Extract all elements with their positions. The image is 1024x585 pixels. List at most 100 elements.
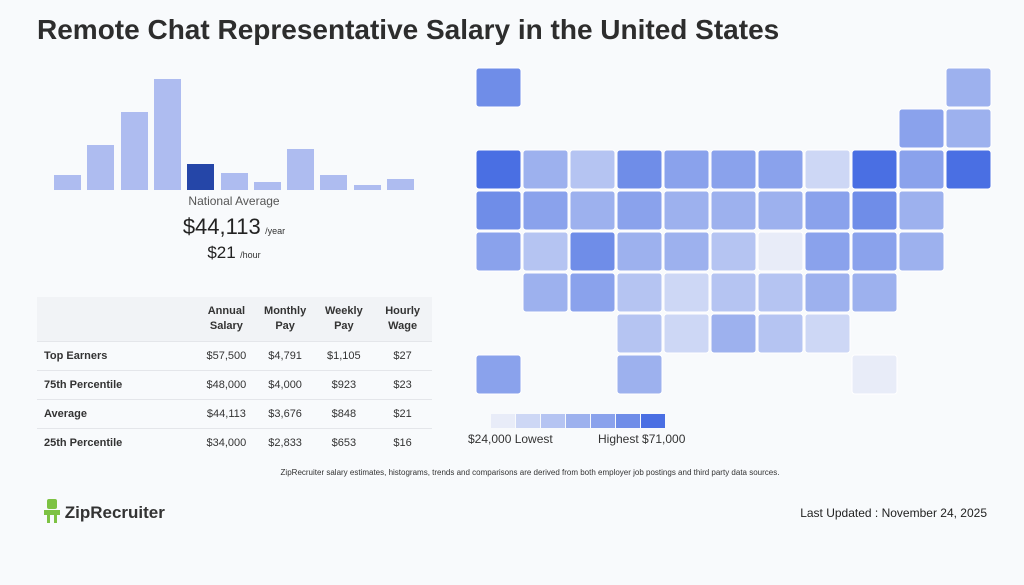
header-cell: Monthly Pay: [264, 304, 307, 332]
state: [898, 190, 945, 231]
table-row: 25th Percentile $34,000 $2,833 $653 $16: [37, 427, 432, 457]
hourly-unit: /hour: [240, 250, 261, 260]
state: [522, 231, 569, 272]
state: [522, 272, 569, 313]
legend-swatch: [491, 414, 515, 428]
header-cell: Weekly Pay: [324, 304, 363, 332]
table-row: Top Earners $57,500 $4,791 $1,105 $27: [37, 340, 432, 370]
table-cell: $2,833: [255, 427, 315, 457]
histogram-bar: [153, 79, 181, 190]
state: [475, 67, 522, 108]
legend-swatch: [591, 414, 615, 428]
state: [663, 272, 710, 313]
state: [475, 149, 522, 190]
state: [710, 231, 757, 272]
table-cell: $16: [373, 427, 432, 457]
table-row: Average $44,113 $3,676 $848 $21: [37, 398, 432, 428]
legend-swatch: [566, 414, 590, 428]
state: [663, 231, 710, 272]
state: [804, 231, 851, 272]
state: [663, 149, 710, 190]
state: [475, 231, 522, 272]
table-cell: $4,000: [255, 369, 315, 399]
state: [757, 231, 804, 272]
state: [945, 108, 992, 149]
state: [804, 313, 851, 354]
table-row: 75th Percentile $48,000 $4,000 $923 $23: [37, 369, 432, 399]
row-label: 25th Percentile: [37, 427, 198, 457]
state: [804, 190, 851, 231]
salary-table: Annual Salary Monthly Pay Weekly Pay Hou…: [37, 297, 432, 457]
histogram-bar: [353, 185, 381, 190]
legend-swatch: [641, 414, 665, 428]
histogram-bar: [387, 179, 414, 190]
header-cell: Hourly Wage: [385, 304, 421, 332]
legend-high: Highest $71,000: [598, 432, 686, 446]
histogram-bar: [287, 149, 315, 190]
legend-low: $24,000 Lowest: [468, 432, 553, 446]
legend-swatch: [541, 414, 565, 428]
state: [898, 108, 945, 149]
annual-unit: /year: [265, 226, 286, 236]
row-label: 75th Percentile: [37, 369, 198, 399]
legend-swatch: [516, 414, 540, 428]
hourly-average: $21 /hour: [134, 243, 334, 263]
state: [569, 190, 616, 231]
state: [851, 149, 898, 190]
state: [757, 190, 804, 231]
last-updated: Last Updated : November 24, 2025: [800, 506, 987, 520]
state: [757, 149, 804, 190]
annual-average: $44,113 /year: [134, 214, 334, 240]
state: [851, 354, 898, 395]
state: [616, 149, 663, 190]
histogram-bar: [187, 164, 215, 190]
state: [710, 272, 757, 313]
state: [522, 190, 569, 231]
histogram-bar: [120, 112, 148, 190]
state: [851, 190, 898, 231]
table-cell: $21: [373, 398, 432, 428]
logo-icon: [44, 499, 60, 523]
state: [616, 313, 663, 354]
histogram-bar: [54, 175, 81, 190]
state: [710, 149, 757, 190]
table-cell: $23: [373, 369, 432, 399]
table-cell: $48,000: [197, 369, 256, 399]
table-cell: $848: [314, 398, 374, 428]
table-header: Annual Salary Monthly Pay Weekly Pay Hou…: [37, 297, 432, 341]
state: [616, 190, 663, 231]
table-cell: $1,105: [314, 340, 374, 370]
histogram-bar: [220, 173, 248, 190]
state: [522, 149, 569, 190]
state: [898, 231, 945, 272]
state: [710, 313, 757, 354]
state: [804, 272, 851, 313]
table-cell: $653: [314, 427, 374, 457]
table-cell: $4,791: [255, 340, 315, 370]
state: [663, 313, 710, 354]
row-label: Top Earners: [37, 340, 198, 370]
table-cell: $57,500: [197, 340, 256, 370]
logo: ZipRecruiter: [44, 499, 165, 523]
row-label: Average: [37, 398, 198, 428]
state: [569, 149, 616, 190]
state: [945, 149, 992, 190]
state: [757, 313, 804, 354]
histogram: [50, 70, 420, 190]
footnote: ZipRecruiter salary estimates, histogram…: [280, 468, 780, 477]
table-cell: $34,000: [197, 427, 256, 457]
histogram-bar: [87, 145, 115, 190]
page-title: Remote Chat Representative Salary in the…: [37, 14, 780, 45]
histogram-bar: [320, 175, 348, 190]
header-corner: [37, 297, 197, 341]
us-map: [475, 67, 992, 395]
state: [475, 190, 522, 231]
table-cell: $44,113: [197, 398, 256, 428]
state: [710, 190, 757, 231]
hourly-value: $21: [207, 243, 236, 262]
map-legend: [491, 414, 665, 428]
state: [475, 354, 522, 395]
logo-text: ZipRecruiter: [64, 503, 165, 522]
state: [616, 272, 663, 313]
